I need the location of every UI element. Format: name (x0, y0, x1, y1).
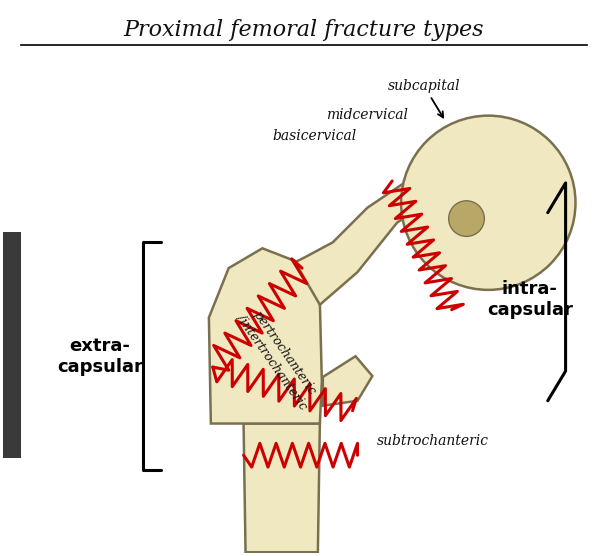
Text: Proximal femoral fracture types: Proximal femoral fracture types (124, 19, 484, 42)
Text: pertrochanteric
/intertrochanteric: pertrochanteric /intertrochanteric (234, 303, 322, 411)
Text: basicervical: basicervical (273, 130, 357, 143)
Polygon shape (323, 356, 372, 406)
Circle shape (401, 116, 576, 290)
Polygon shape (209, 249, 322, 424)
Text: subtrochanteric: subtrochanteric (378, 434, 489, 448)
Text: intra-
capsular: intra- capsular (487, 280, 573, 319)
Text: subcapital: subcapital (387, 79, 460, 117)
Circle shape (449, 201, 485, 236)
Text: midcervical: midcervical (326, 107, 409, 122)
Text: extra-
capsular: extra- capsular (57, 337, 143, 376)
Bar (3, 232, 21, 458)
Polygon shape (244, 424, 320, 552)
Polygon shape (295, 168, 452, 305)
